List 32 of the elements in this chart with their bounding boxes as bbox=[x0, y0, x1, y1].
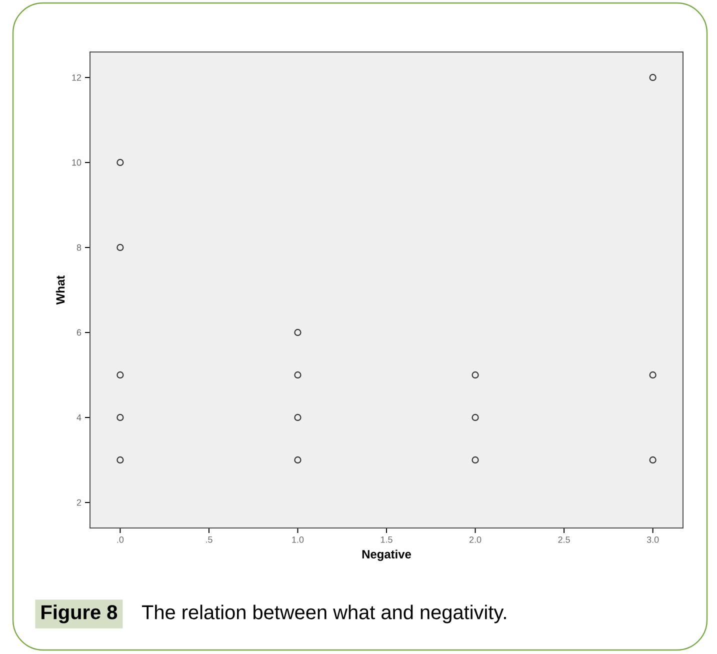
x-tick-label: .0 bbox=[117, 536, 124, 543]
point bbox=[472, 371, 479, 379]
x-tick-label: 2.0 bbox=[470, 536, 482, 543]
point bbox=[294, 456, 302, 464]
y-axis-title: What bbox=[56, 276, 65, 305]
point bbox=[649, 74, 656, 82]
y-tick-label: 2 bbox=[76, 499, 82, 506]
point bbox=[116, 414, 124, 422]
y-tick-label: 4 bbox=[76, 414, 82, 421]
point bbox=[116, 456, 124, 464]
x-tick-label: 1.5 bbox=[380, 536, 392, 543]
x-tick-label: 2.5 bbox=[558, 536, 570, 543]
point bbox=[472, 456, 479, 464]
x-tick-label: 1.0 bbox=[292, 536, 304, 543]
point bbox=[649, 371, 656, 379]
point bbox=[294, 414, 302, 422]
point bbox=[294, 328, 302, 336]
y-tick-label: 6 bbox=[76, 329, 82, 336]
point bbox=[116, 244, 124, 252]
y-tick-label: 12 bbox=[72, 74, 82, 81]
point bbox=[116, 371, 124, 379]
point bbox=[472, 414, 479, 422]
y-tick-label: 10 bbox=[72, 159, 82, 166]
x-tick-label: 3.0 bbox=[646, 536, 659, 543]
text: The relation between what and negativity. bbox=[142, 604, 506, 624]
point bbox=[294, 371, 302, 379]
y-tick-label: 8 bbox=[76, 244, 82, 251]
x-axis-title: Negative bbox=[362, 550, 412, 561]
caption: Figure 8 bbox=[42, 604, 118, 624]
point bbox=[649, 456, 656, 464]
x-tick-label: .5 bbox=[206, 536, 212, 543]
point bbox=[116, 158, 124, 166]
